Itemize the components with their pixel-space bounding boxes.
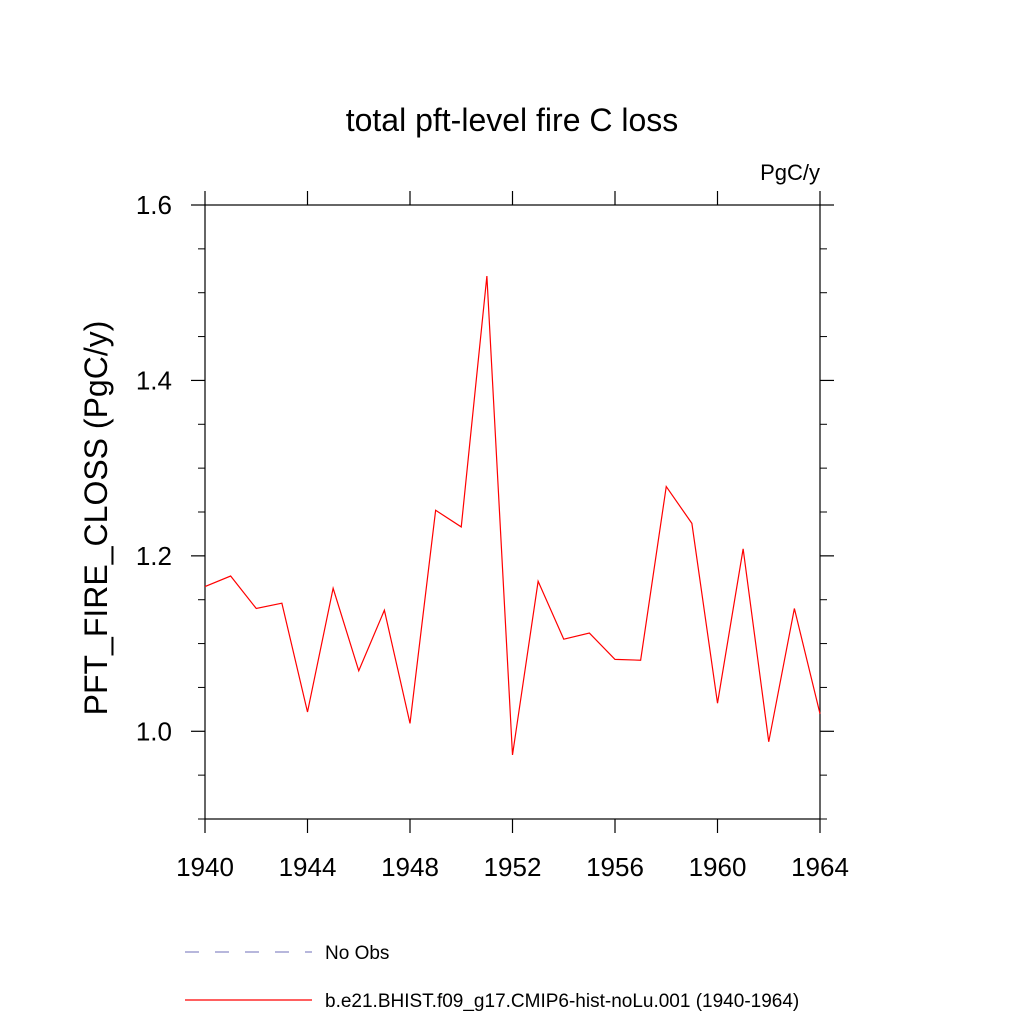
chart-title: total pft-level fire C loss: [346, 102, 679, 138]
x-tick-label: 1956: [586, 852, 644, 882]
x-tick-label: 1948: [381, 852, 439, 882]
legend: No Obs b.e21.BHIST.f09_g17.CMIP6-hist-noL…: [185, 943, 799, 1012]
x-tick-label: 1940: [176, 852, 234, 882]
x-tick-label: 1952: [484, 852, 542, 882]
units-label: PgC/y: [760, 160, 820, 185]
y-tick-label: 1.6: [136, 190, 172, 220]
legend-label-0: No Obs: [325, 943, 389, 964]
legend-label-1: b.e21.BHIST.f09_g17.CMIP6-hist-noLu.001 …: [325, 991, 799, 1012]
x-tick-label: 1964: [791, 852, 849, 882]
axis-ticks: [191, 191, 834, 833]
series-layer: [204, 275, 821, 756]
y-tick-label: 1.0: [136, 716, 172, 746]
x-tick-label: 1944: [279, 852, 337, 882]
x-tick-label: 1960: [689, 852, 747, 882]
y-axis-label: PFT_FIRE_CLOSS (PgC/y): [78, 321, 114, 716]
y-tick-label: 1.2: [136, 541, 172, 571]
plot-frame: [204, 204, 821, 820]
series-line-1: [204, 275, 821, 756]
y-tick-label: 1.4: [136, 365, 172, 395]
axis-tick-labels: 1940 1944 1948 1952 1956 1960 1964 1.0 1.2 1.4 1.6: [136, 190, 849, 882]
